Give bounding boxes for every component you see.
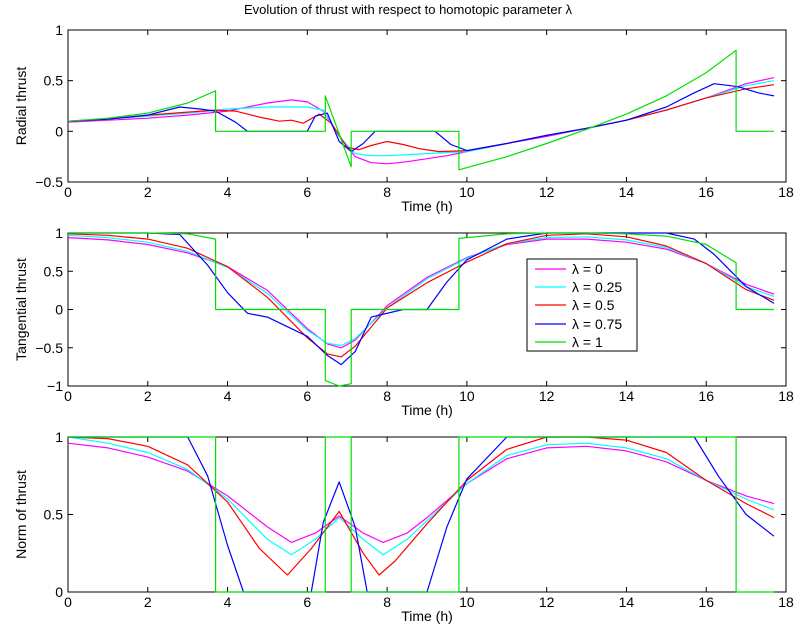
x-tick-label: 8 [383,184,391,200]
x-tick-label: 6 [303,388,311,404]
x-tick-label: 4 [224,184,232,200]
y-tick-label: 0 [55,302,63,318]
x-tick-label: 6 [303,594,311,610]
x-tick-label: 2 [144,184,152,200]
x-tick-label: 2 [144,594,152,610]
x-tick-label: 16 [698,594,714,610]
legend-label-lambda-0: λ = 0 [572,261,603,277]
x-tick-label: 18 [778,388,794,404]
x-tick-label: 12 [539,388,555,404]
x-tick-label: 0 [64,594,72,610]
x-tick-label: 16 [698,184,714,200]
series-line-1 [68,232,774,387]
legend-label-lambda-0-5: λ = 0.5 [572,297,615,313]
x-tick-label: 14 [619,184,635,200]
x-tick-label: 18 [778,184,794,200]
y-tick-label: 0.5 [44,263,64,279]
x-tick-label: 8 [383,388,391,404]
series-line-0-5 [67,436,775,576]
y-tick-label: −0.5 [35,174,63,190]
x-tick-label: 16 [698,388,714,404]
y-tick-label: 0.5 [44,507,64,523]
x-tick-label: 14 [619,594,635,610]
y-tick-label: 1 [55,22,63,38]
legend: λ = 0 λ = 0.25 λ = 0.5 λ = 0.75 λ = 1 [526,258,638,352]
x-tick-label: 6 [303,184,311,200]
x-tick-label: 12 [539,184,555,200]
y-axis-label: Tangential thrust [13,258,29,361]
series-line-1 [68,436,774,593]
x-tick-label: 10 [459,594,475,610]
x-tick-label: 14 [619,388,635,404]
x-tick-label: 10 [459,388,475,404]
x-tick-label: 12 [539,594,555,610]
y-axis-label: Radial thrust [13,67,29,146]
plot-area-frame [67,436,787,593]
legend-label-lambda-1: λ = 1 [572,334,603,350]
plot-area-frame [67,29,787,183]
x-tick-label: 2 [144,388,152,404]
series-line-1 [67,49,774,171]
series-line-0-5 [67,233,775,358]
x-axis-label: Time (h) [401,402,453,418]
x-tick-label: 4 [224,388,232,404]
x-tick-label: 8 [383,594,391,610]
x-tick-label: 10 [459,184,475,200]
y-tick-label: −1 [47,378,63,394]
y-axis-label: Norm of thrust [13,470,29,559]
y-tick-label: −0.5 [35,340,63,356]
x-tick-label: 18 [778,594,794,610]
subplot-tangential-thrust: 0 2 4 6 8 10 12 14 16 18 −1 −0.5 0 0.5 1 Time (h) Tangen… [13,225,794,418]
subplot-norm-of-thrust: 0 2 4 6 8 10 12 14 16 18 0 0.5 1 Time (h) Norm of thru… [13,429,794,624]
x-tick-label: 0 [64,184,72,200]
y-tick-label: 1 [55,225,63,241]
x-axis-label: Time (h) [401,198,453,214]
y-tick-label: 1 [55,429,63,445]
x-tick-label: 0 [64,388,72,404]
y-tick-label: 0 [55,584,63,600]
x-axis-label: Time (h) [401,608,453,624]
y-tick-label: 0 [55,123,63,139]
series-line-0-75 [68,232,775,366]
y-tick-label: 0.5 [44,73,64,89]
legend-label-lambda-0-25: λ = 0.25 [572,279,622,295]
legend-label-lambda-0-75: λ = 0.75 [572,316,622,332]
x-tick-label: 4 [224,594,232,610]
figure-title: Evolution of thrust with respect to homo… [244,2,573,17]
